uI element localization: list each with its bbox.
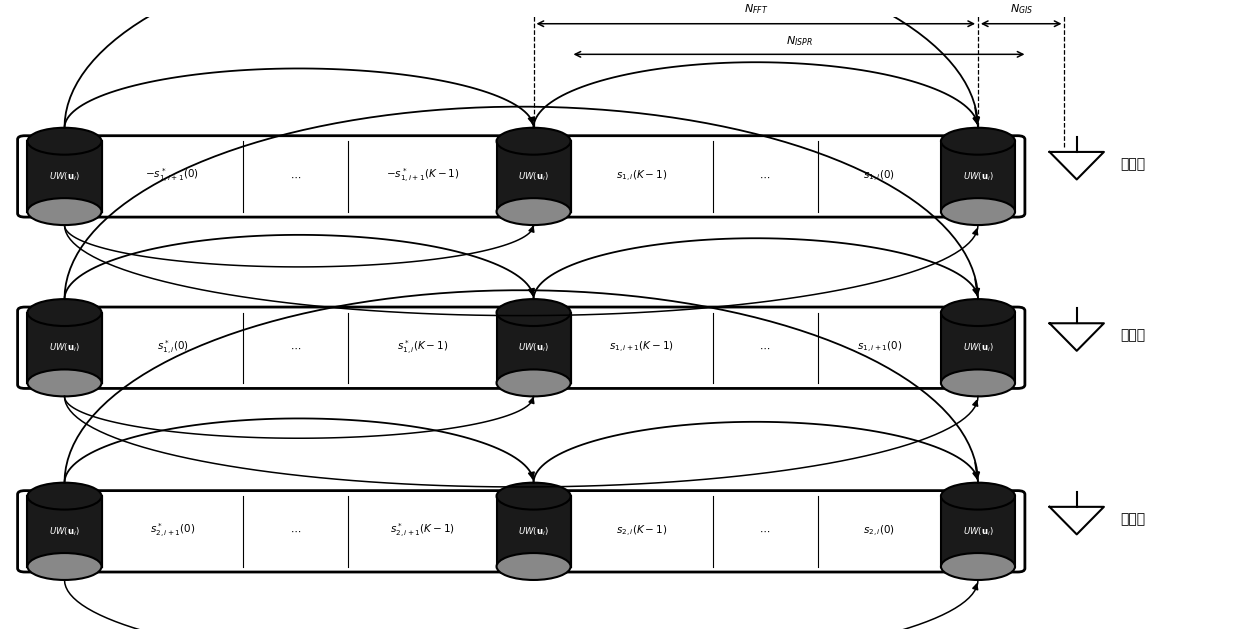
Ellipse shape xyxy=(496,370,570,396)
Text: $\cdots$: $\cdots$ xyxy=(290,343,301,353)
Text: $UW(\mathbf{u}_i)$: $UW(\mathbf{u}_i)$ xyxy=(962,525,993,538)
Bar xyxy=(27,496,102,566)
Text: $s_{1,i}(K-1)$: $s_{1,i}(K-1)$ xyxy=(616,169,667,184)
Ellipse shape xyxy=(27,370,102,396)
Text: $UW(\mathbf{u}_i)$: $UW(\mathbf{u}_i)$ xyxy=(962,170,993,183)
Ellipse shape xyxy=(27,198,102,225)
Ellipse shape xyxy=(941,299,1016,326)
Text: $s_{1,i+1}(K-1)$: $s_{1,i+1}(K-1)$ xyxy=(609,340,675,355)
Bar xyxy=(496,141,570,212)
Bar xyxy=(941,496,1016,566)
Text: $N_{ISPR}$: $N_{ISPR}$ xyxy=(785,34,812,48)
Text: $\cdots$: $\cdots$ xyxy=(759,526,770,537)
Ellipse shape xyxy=(941,483,1016,509)
Text: $\cdots$: $\cdots$ xyxy=(759,171,770,181)
Text: $s_{1,i}(0)$: $s_{1,i}(0)$ xyxy=(863,169,895,184)
Ellipse shape xyxy=(27,483,102,509)
Bar xyxy=(496,313,570,383)
Text: $s^*_{1,i}(0)$: $s^*_{1,i}(0)$ xyxy=(156,339,188,357)
Text: $-s^*_{1,i+1}(K-1)$: $-s^*_{1,i+1}(K-1)$ xyxy=(386,167,459,185)
Text: $UW(\mathbf{u}_i)$: $UW(\mathbf{u}_i)$ xyxy=(518,341,549,354)
Ellipse shape xyxy=(941,128,1016,155)
Text: $UW(\mathbf{u}_i)$: $UW(\mathbf{u}_i)$ xyxy=(962,341,993,354)
FancyBboxPatch shape xyxy=(17,307,1025,389)
Text: 天线二: 天线二 xyxy=(1120,329,1145,343)
Ellipse shape xyxy=(27,128,102,155)
Text: $s^*_{1,i}(K-1)$: $s^*_{1,i}(K-1)$ xyxy=(397,339,448,357)
Text: $s^*_{2,i+1}(0)$: $s^*_{2,i+1}(0)$ xyxy=(150,522,195,540)
Bar xyxy=(496,496,570,566)
Ellipse shape xyxy=(27,553,102,580)
Text: 天线三: 天线三 xyxy=(1120,512,1145,526)
Bar xyxy=(941,313,1016,383)
FancyBboxPatch shape xyxy=(17,136,1025,217)
Text: $-s^*_{1,i+1}(0)$: $-s^*_{1,i+1}(0)$ xyxy=(145,167,200,185)
Ellipse shape xyxy=(496,483,570,509)
Ellipse shape xyxy=(496,128,570,155)
Bar xyxy=(27,141,102,212)
Text: $s_{1,i+1}(0)$: $s_{1,i+1}(0)$ xyxy=(857,340,901,355)
Text: $\cdots$: $\cdots$ xyxy=(290,526,301,537)
Ellipse shape xyxy=(496,553,570,580)
Ellipse shape xyxy=(496,198,570,225)
Text: $UW(\mathbf{u}_i)$: $UW(\mathbf{u}_i)$ xyxy=(518,525,549,538)
Text: $s_{2,i}(K-1)$: $s_{2,i}(K-1)$ xyxy=(616,524,667,539)
Ellipse shape xyxy=(496,299,570,326)
Text: $UW(\mathbf{u}_i)$: $UW(\mathbf{u}_i)$ xyxy=(50,170,79,183)
Text: $\cdots$: $\cdots$ xyxy=(290,171,301,181)
Text: $UW(\mathbf{u}_i)$: $UW(\mathbf{u}_i)$ xyxy=(50,341,79,354)
Text: $N_{GIS}$: $N_{GIS}$ xyxy=(1009,3,1033,16)
Ellipse shape xyxy=(27,299,102,326)
Text: $s_{2,i}(0)$: $s_{2,i}(0)$ xyxy=(863,524,895,539)
Ellipse shape xyxy=(941,553,1016,580)
Bar xyxy=(941,141,1016,212)
Text: $s^*_{2,i+1}(K-1)$: $s^*_{2,i+1}(K-1)$ xyxy=(391,522,455,540)
Bar xyxy=(27,313,102,383)
Text: $UW(\mathbf{u}_i)$: $UW(\mathbf{u}_i)$ xyxy=(518,170,549,183)
Ellipse shape xyxy=(941,370,1016,396)
FancyBboxPatch shape xyxy=(17,490,1025,572)
Text: $N_{FFT}$: $N_{FFT}$ xyxy=(744,3,768,16)
Text: $UW(\mathbf{u}_i)$: $UW(\mathbf{u}_i)$ xyxy=(50,525,79,538)
Text: 天线一: 天线一 xyxy=(1120,157,1145,171)
Text: $\cdots$: $\cdots$ xyxy=(759,343,770,353)
Ellipse shape xyxy=(941,198,1016,225)
